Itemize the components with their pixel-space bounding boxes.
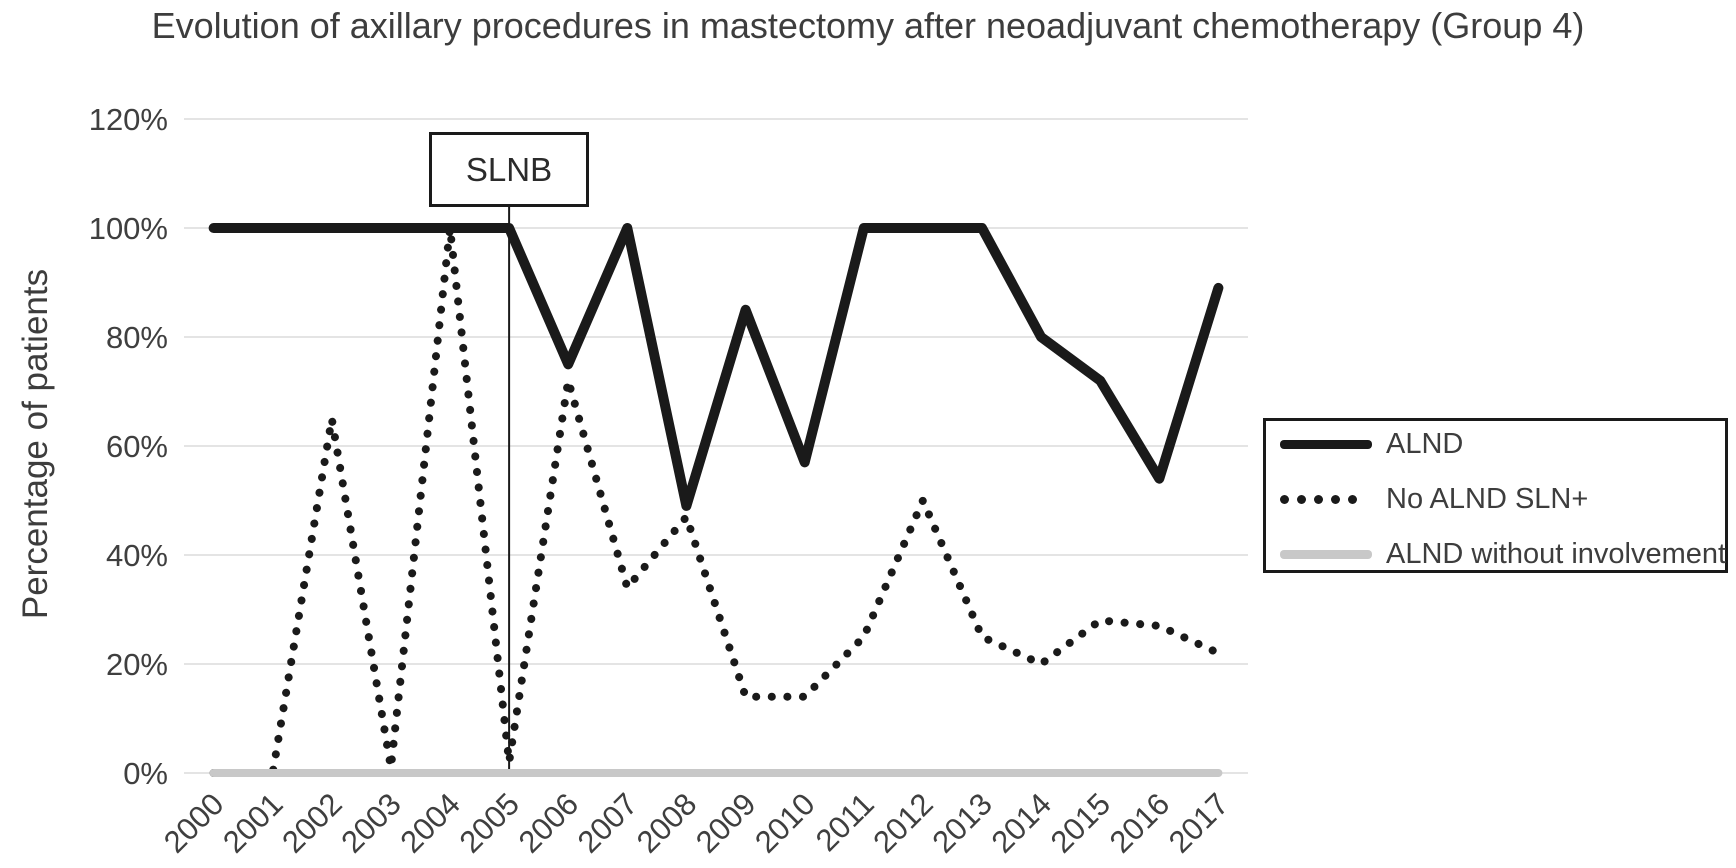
- x-tick-label: 2017: [1162, 786, 1236, 860]
- x-tick-label: 2008: [630, 786, 704, 860]
- x-tick-label: 2002: [275, 786, 349, 860]
- x-tick-label: 2010: [748, 786, 822, 860]
- legend-label-no-alnd-sln: No ALND SLN+: [1386, 482, 1589, 515]
- x-tick-label: 2006: [512, 786, 586, 860]
- x-tick-label: 2014: [985, 786, 1059, 860]
- legend-label-alnd-without-involvement: ALND without involvement: [1386, 537, 1727, 570]
- alnd-without-involvement-line-swatch: [1280, 549, 1372, 559]
- y-tick-label: 100%: [89, 211, 168, 246]
- legend-label-alnd: ALND: [1386, 427, 1464, 460]
- y-tick-label: 80%: [106, 320, 168, 355]
- no-alnd-sln-line: [209, 224, 1223, 777]
- x-tick-label: 2016: [1103, 786, 1177, 860]
- x-tick-label: 2013: [925, 786, 999, 860]
- legend-item-no-alnd-sln: No ALND SLN+: [1280, 482, 1589, 515]
- x-tick-label: 2004: [393, 786, 467, 860]
- x-tick-label: 2012: [866, 786, 940, 860]
- y-tick-label: 0%: [123, 756, 168, 791]
- x-tick-label: 2001: [216, 786, 290, 860]
- y-tick-label: 120%: [89, 102, 168, 137]
- slnb-annotation-label: SLNB: [465, 150, 553, 188]
- y-tick-label: 60%: [106, 429, 168, 464]
- legend-item-alnd: ALND: [1280, 427, 1464, 460]
- x-tick-label: 2011: [809, 786, 881, 858]
- x-tick-label: 2009: [689, 786, 763, 860]
- legend-item-alnd-without-involvement: ALND without involvement: [1280, 537, 1727, 570]
- x-tick-label: 2015: [1044, 786, 1118, 860]
- chart-title: Evolution of axillary procedures in mast…: [151, 5, 1585, 46]
- alnd-line-swatch: [1280, 439, 1372, 449]
- alnd-line: [208, 223, 1224, 511]
- no-alnd-sln-line-swatch: [1280, 494, 1372, 504]
- legend: ALND No ALND SLN+ ALND without involveme…: [1263, 418, 1728, 573]
- y-tick-label: 20%: [106, 647, 168, 682]
- y-tick-label: 40%: [106, 538, 168, 573]
- x-tick-label: 2000: [157, 786, 231, 860]
- x-tick-label: 2007: [571, 786, 645, 860]
- x-tick-label: 2003: [334, 786, 408, 860]
- x-tick-label: 2005: [453, 786, 527, 860]
- slnb-annotation-box: SLNB: [429, 132, 589, 207]
